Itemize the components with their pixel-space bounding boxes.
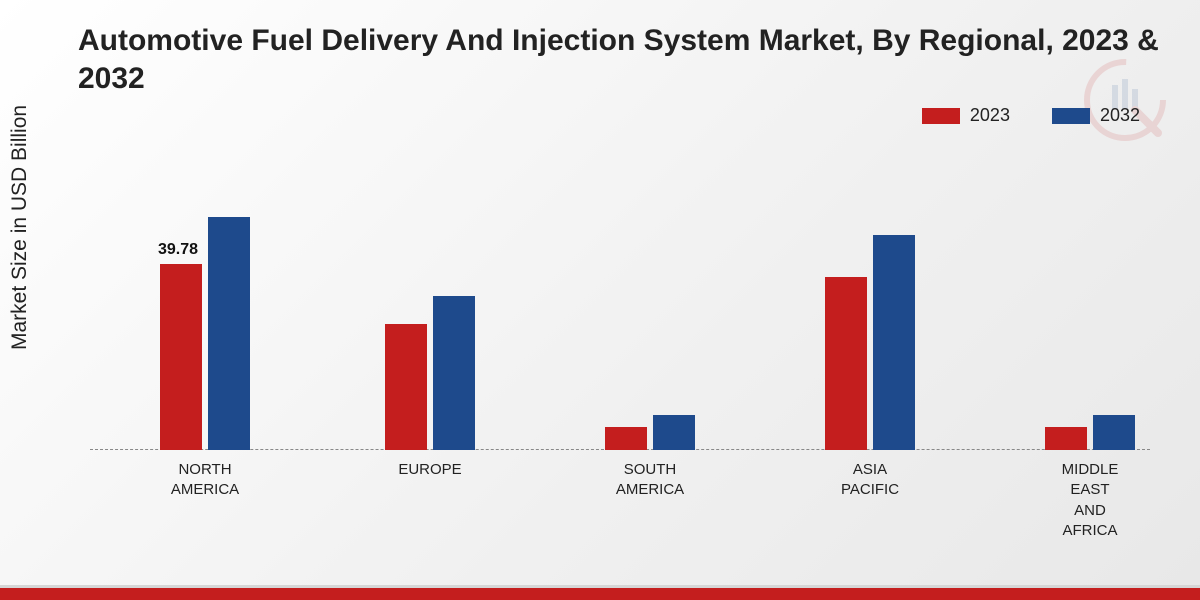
bar-2032 [653,415,695,450]
bar-2023 [1045,427,1087,450]
x-axis-labels: NORTH AMERICA EUROPE SOUTH AMERICA ASIA PAC… [90,460,1150,550]
bar-2023 [385,324,427,450]
bar-2023 [605,427,647,450]
bar-2032 [1093,415,1135,450]
bar-2032 [873,235,915,450]
bar-group [825,235,915,450]
bar-group: 39.78 [160,217,250,450]
x-axis-label: EUROPE [398,460,461,480]
bar-value-label: 39.78 [158,241,198,259]
legend-item-2032: 2032 [1052,105,1140,126]
x-axis-label: NORTH AMERICA [171,460,239,501]
bar-group [1045,415,1135,450]
bar-group [605,415,695,450]
bar-2032 [208,217,250,450]
bar-2023 [160,264,202,450]
plot-area: 39.78 [90,170,1150,450]
bar-2032 [433,296,475,450]
legend-swatch-2023 [922,108,960,124]
legend-label-2023: 2023 [970,105,1010,126]
x-axis-label: SOUTH AMERICA [616,460,684,501]
legend-item-2023: 2023 [922,105,1010,126]
chart-title: Automotive Fuel Delivery And Injection S… [78,22,1160,97]
y-axis-label: Market Size in USD Billion [8,105,32,350]
bar-group [385,296,475,450]
legend-label-2032: 2032 [1100,105,1140,126]
legend: 2023 2032 [922,105,1140,126]
x-axis-label: ASIA PACIFIC [841,460,899,501]
footer-bar [0,588,1200,600]
legend-swatch-2032 [1052,108,1090,124]
x-axis-label: MIDDLE EAST AND AFRICA [1062,460,1119,541]
bar-2023 [825,277,867,450]
